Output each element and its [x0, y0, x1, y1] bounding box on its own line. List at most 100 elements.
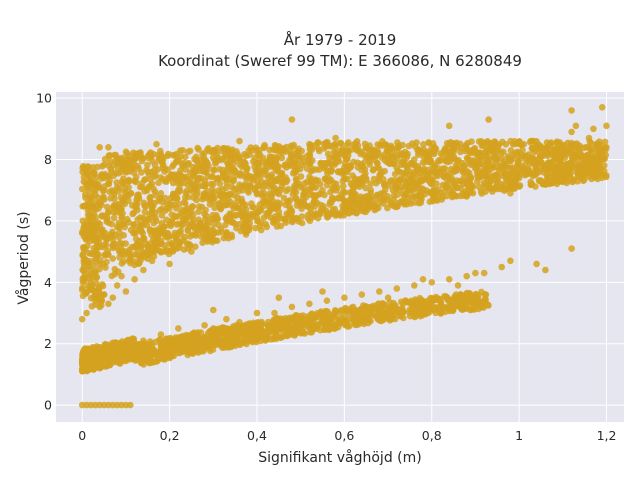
- density-point: [238, 328, 245, 336]
- x-tick-label: 0: [78, 428, 86, 443]
- data-point: [341, 174, 348, 182]
- density-point: [334, 194, 342, 202]
- density-point: [453, 165, 460, 173]
- data-point: [83, 355, 90, 363]
- data-point: [341, 208, 348, 215]
- data-point: [210, 306, 217, 314]
- data-point: [157, 331, 165, 338]
- data-point: [122, 156, 130, 163]
- density-point: [403, 191, 410, 198]
- data-point: [537, 159, 545, 166]
- density-point: [271, 141, 279, 149]
- density-point: [321, 315, 328, 322]
- density-point: [256, 222, 264, 230]
- density-point: [441, 146, 448, 154]
- data-point: [87, 211, 95, 219]
- data-point: [236, 318, 243, 326]
- x-tick-label: 1: [515, 428, 523, 443]
- density-point: [327, 176, 335, 184]
- density-point: [385, 312, 393, 319]
- density-point: [240, 158, 248, 165]
- density-point: [304, 203, 311, 210]
- density-point: [457, 148, 464, 156]
- density-point: [130, 221, 137, 229]
- density-point: [499, 138, 506, 146]
- density-point: [352, 145, 360, 152]
- density-point: [582, 143, 590, 151]
- density-point: [370, 200, 378, 208]
- density-point: [159, 159, 166, 167]
- density-point: [108, 168, 115, 176]
- density-point: [217, 342, 224, 349]
- x-tick-label: 0,6: [334, 428, 354, 443]
- density-point: [110, 214, 118, 222]
- data-point: [341, 294, 348, 302]
- density-point: [169, 179, 177, 187]
- density-point: [169, 163, 176, 170]
- density-point: [342, 321, 349, 329]
- data-point: [92, 248, 99, 255]
- density-point: [134, 251, 142, 259]
- density-point: [142, 203, 149, 210]
- data-point: [515, 153, 523, 160]
- data-point: [83, 236, 90, 243]
- density-point: [601, 162, 608, 169]
- density-point: [155, 179, 162, 187]
- density-point: [319, 205, 327, 213]
- data-point: [179, 147, 186, 154]
- data-point: [480, 183, 488, 191]
- density-point: [335, 168, 342, 175]
- density-point: [347, 163, 355, 170]
- density-point: [381, 181, 388, 188]
- density-point: [408, 160, 416, 168]
- density-point: [251, 204, 258, 211]
- density-point: [490, 151, 498, 158]
- density-point: [106, 188, 113, 196]
- data-point: [288, 217, 296, 225]
- density-point: [158, 212, 166, 219]
- density-point: [187, 169, 194, 176]
- density-point: [141, 188, 148, 195]
- density-point: [117, 244, 125, 252]
- data-point: [533, 260, 540, 268]
- density-point: [414, 146, 422, 154]
- density-point: [83, 169, 91, 177]
- density-point: [91, 220, 99, 227]
- density-point: [101, 155, 109, 163]
- density-point: [370, 310, 378, 317]
- density-point: [570, 156, 578, 163]
- density-point: [273, 223, 281, 230]
- density-point: [200, 346, 207, 353]
- data-point: [96, 144, 103, 151]
- density-point: [165, 250, 173, 258]
- density-point: [146, 194, 154, 202]
- density-point: [201, 222, 208, 229]
- density-point: [102, 242, 110, 249]
- density-point: [250, 325, 258, 332]
- y-tick-label: 4: [44, 275, 52, 290]
- data-point: [411, 282, 418, 289]
- density-point: [228, 157, 236, 164]
- density-point: [393, 203, 401, 211]
- density-point: [239, 198, 246, 206]
- density-point: [101, 355, 109, 363]
- density-point: [92, 236, 100, 243]
- data-point: [297, 312, 305, 320]
- density-point: [202, 206, 209, 214]
- density-point: [345, 202, 353, 210]
- density-point: [237, 170, 244, 177]
- density-point: [93, 273, 101, 281]
- data-point: [201, 322, 208, 329]
- density-point: [367, 152, 375, 160]
- density-point: [566, 149, 574, 156]
- density-point: [85, 179, 92, 187]
- data-point: [428, 190, 436, 197]
- data-point: [201, 236, 208, 243]
- data-point: [231, 168, 239, 176]
- density-point: [133, 241, 140, 249]
- density-point: [219, 166, 226, 174]
- density-point: [89, 231, 97, 238]
- density-point: [387, 201, 395, 208]
- data-point: [87, 279, 95, 286]
- density-point: [586, 160, 594, 168]
